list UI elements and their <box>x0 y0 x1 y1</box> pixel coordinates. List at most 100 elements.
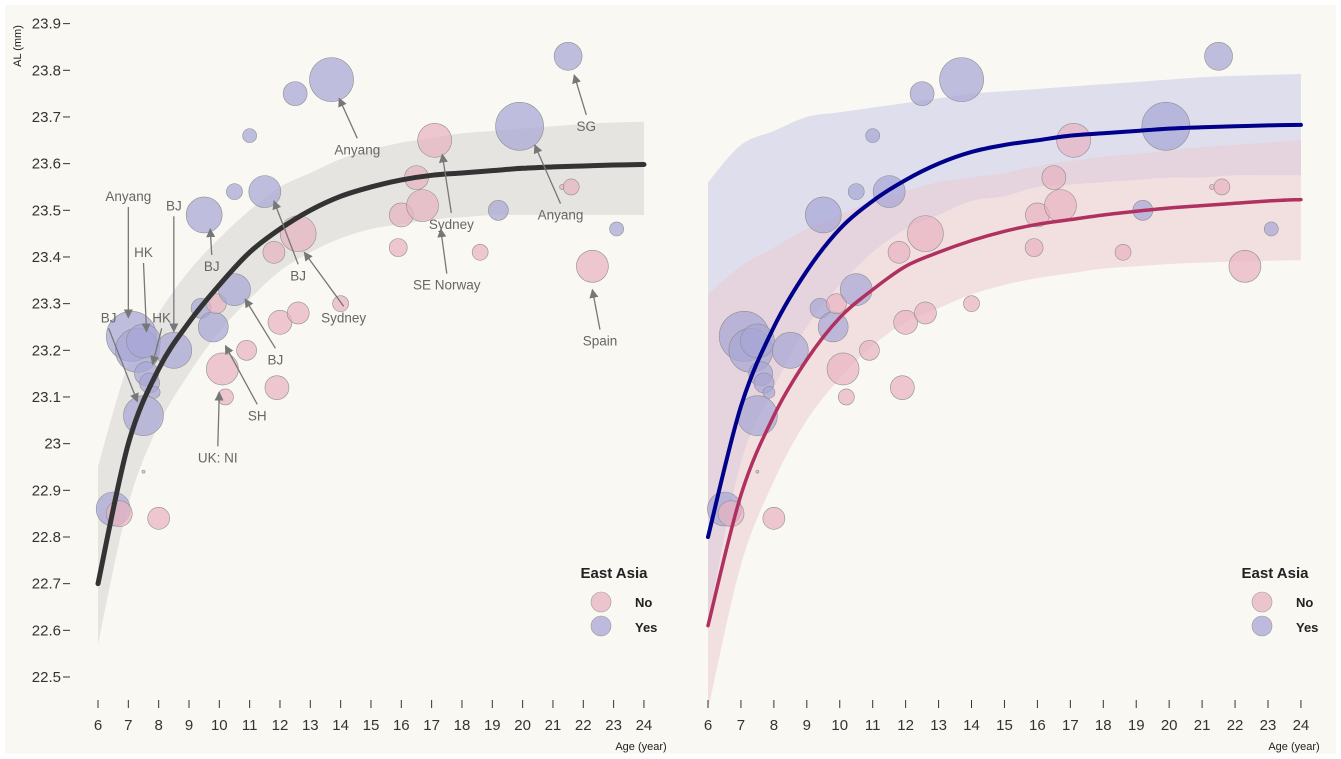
left-x-tick-label-9: 15 <box>363 717 380 734</box>
right-point-non-east-asia-36 <box>1114 244 1132 261</box>
left-point-east-asia-21 <box>242 128 257 143</box>
right-point-non-east-asia-23 <box>887 241 911 264</box>
right-x-tick-label-16: 22 <box>1227 717 1244 734</box>
left-point-non-east-asia-34 <box>406 189 439 222</box>
right-point-non-east-asia-31 <box>1024 238 1044 257</box>
left-data-points <box>95 41 624 530</box>
left-point-non-east-asia-30 <box>332 295 349 312</box>
annotation-arrow-3 <box>150 328 163 366</box>
right-point-east-asia-29 <box>939 57 984 102</box>
right-point-east-asia-21 <box>865 128 881 143</box>
left-x-tick-label-1: 7 <box>124 717 132 734</box>
annotation-label-0: Anyang <box>105 189 151 204</box>
annotation-label-14: Anyang <box>538 208 584 223</box>
left-x-tick-label-17: 23 <box>605 717 622 734</box>
right-point-east-asia-11 <box>772 332 809 369</box>
left-legend-yes-label: Yes <box>635 620 657 635</box>
left-x-tick-label-10: 16 <box>393 717 410 734</box>
left-legend-title: East Asia <box>581 565 649 582</box>
annotation-arrow-10 <box>303 251 345 307</box>
y-tick-label-9: 23.4 <box>32 249 61 266</box>
right-point-non-east-asia-10 <box>762 507 786 530</box>
left-point-non-east-asia-35 <box>417 122 452 158</box>
annotation-label-4: BJ <box>101 310 117 325</box>
right-point-east-asia-13 <box>804 196 842 234</box>
right-point-east-asia-8 <box>762 386 776 399</box>
left-point-non-east-asia-27 <box>286 301 310 325</box>
left-x-tick-label-14: 20 <box>514 717 531 734</box>
right-x-tick-label-15: 21 <box>1194 717 1211 734</box>
right-panel: 6 7 8 9 10 11 12 13 14 15 16 17 18 19 20 21 22 23 24 Age (… <box>704 41 1320 753</box>
right-point-non-east-asia-42 <box>1228 250 1262 283</box>
y-tick-label-2: 22.7 <box>32 576 61 593</box>
y-tick-label-6: 23.1 <box>32 389 61 406</box>
annotation-arrow-14 <box>533 144 562 204</box>
left-point-east-asia-38 <box>495 101 544 151</box>
y-tick-label-13: 23.8 <box>32 62 61 79</box>
left-legend-yes-swatch <box>590 615 612 637</box>
right-x-tick-label-17: 23 <box>1260 717 1277 734</box>
right-point-non-east-asia-16 <box>826 352 860 386</box>
y-tick-label-7: 23.2 <box>32 342 61 359</box>
left-x-tick-label-7: 13 <box>302 717 319 734</box>
right-x-tick-label-9: 15 <box>996 717 1013 734</box>
annotation-label-13: SE Norway <box>413 278 481 293</box>
right-x-axis: 6 7 8 9 10 11 12 13 14 15 16 17 18 19 20 21 22 23 24 <box>704 700 1309 734</box>
annotation-label-12: Sydney <box>429 217 474 232</box>
right-point-non-east-asia-15 <box>826 293 847 314</box>
right-no-fit-curve <box>706 197 1303 628</box>
y-tick-label-5: 23 <box>44 436 61 453</box>
left-point-east-asia-41 <box>553 41 583 71</box>
left-x-tick-label-11: 17 <box>423 717 440 734</box>
right-legend-no-label: No <box>1296 595 1313 610</box>
left-x-axis-title: Age (year) <box>615 741 666 753</box>
left-point-east-asia-29 <box>309 57 354 102</box>
left-point-non-east-asia-40 <box>562 178 580 196</box>
left-point-east-asia-14 <box>197 311 229 343</box>
left-x-tick-label-4: 10 <box>211 717 228 734</box>
y-tick-label-14: 23.9 <box>32 16 61 33</box>
right-x-tick-label-6: 12 <box>897 717 914 734</box>
annotation-arrow-13 <box>437 228 448 274</box>
y-tick-label-8: 23.3 <box>32 296 61 313</box>
right-data-points <box>707 41 1279 530</box>
annotation-arrow-5 <box>206 228 216 256</box>
right-x-tick-label-2: 8 <box>770 717 778 734</box>
right-x-tick-label-0: 6 <box>704 717 712 734</box>
annotation-arrow-2 <box>141 262 151 333</box>
left-point-non-east-asia-10 <box>147 507 170 530</box>
annotation-arrow-9 <box>272 200 299 265</box>
right-x-tick-label-18: 24 <box>1293 717 1310 734</box>
annotation-label-10: Sydney <box>321 310 366 325</box>
left-panel: Anyang BJ HK HK BJ BJ BJ SH UK: NI BJ Sydney Anyang… <box>12 16 667 753</box>
annotation-label-8: UK: NI <box>198 450 238 465</box>
annotation-label-5: BJ <box>204 259 220 274</box>
left-fit-curve <box>95 162 647 587</box>
left-legend-no-swatch <box>590 591 612 613</box>
right-point-non-east-asia-24 <box>890 375 915 400</box>
y-tick-label-3: 22.8 <box>32 529 61 546</box>
right-yes-fit-curve <box>706 122 1303 539</box>
left-x-tick-label-3: 9 <box>185 717 193 734</box>
left-point-non-east-asia-20 <box>236 340 257 361</box>
right-x-tick-label-14: 20 <box>1161 717 1178 734</box>
right-point-non-east-asia-1 <box>717 500 745 527</box>
right-legend: East Asia No Yes <box>1242 565 1318 637</box>
left-point-east-asia-13 <box>185 196 223 234</box>
y-tick-label-4: 22.9 <box>32 482 61 499</box>
right-point-non-east-asia-28 <box>907 215 944 252</box>
right-x-tick-label-1: 7 <box>737 717 745 734</box>
y-tick-label-10: 23.5 <box>32 202 61 219</box>
right-point-non-east-asia-27 <box>914 301 937 325</box>
right-legend-yes-label: Yes <box>1296 620 1318 635</box>
y-tick-label-0: 22.5 <box>32 669 61 686</box>
right-x-tick-label-3: 9 <box>803 717 811 734</box>
right-yes-fit-line <box>706 122 1303 539</box>
left-point-east-asia-22 <box>248 175 282 208</box>
left-legend: East Asia No Yes <box>581 565 657 637</box>
left-point-non-east-asia-16 <box>206 352 239 386</box>
left-y-axis: 22.5 22.6 22.7 22.8 22.9 23 23.1 23.2 23.3 23.4 23… <box>32 16 70 686</box>
left-point-non-east-asia-9 <box>141 469 146 474</box>
left-x-tick-label-18: 24 <box>636 717 653 734</box>
